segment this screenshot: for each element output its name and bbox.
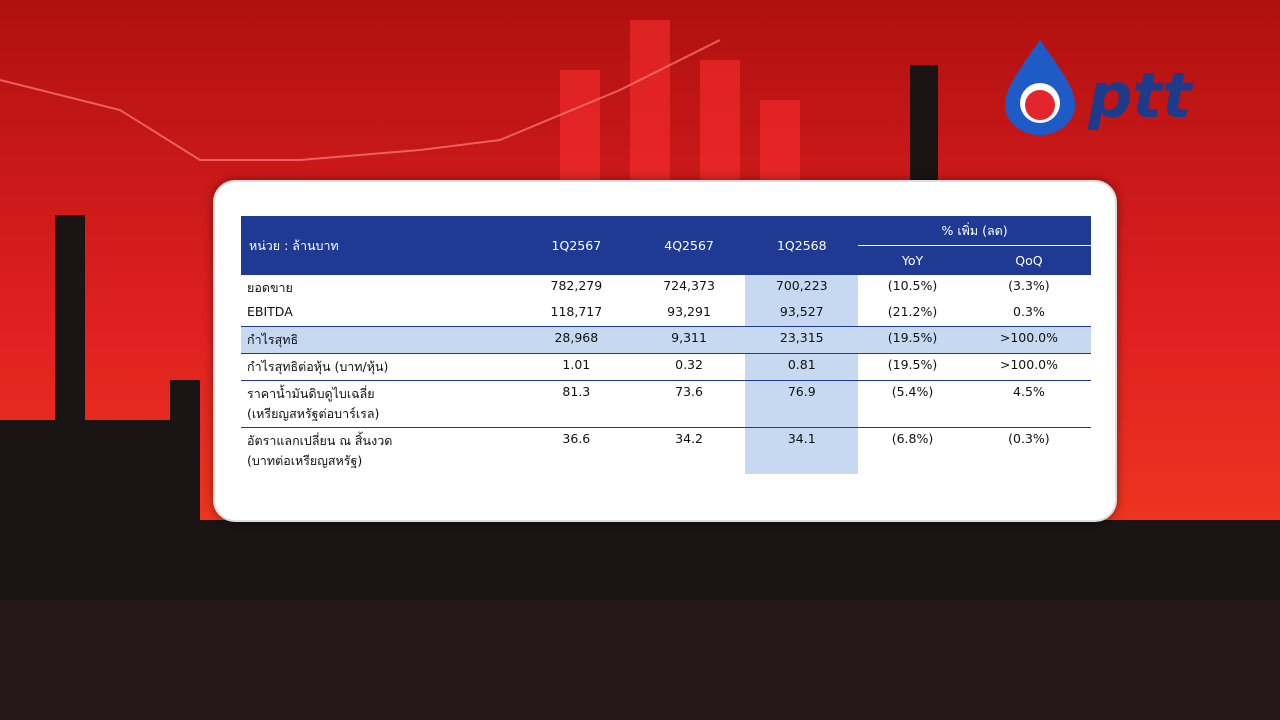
cell: 81.3: [520, 380, 633, 428]
column-header: 1Q2568: [745, 216, 859, 275]
cell: 34.2: [632, 427, 746, 474]
table-row: กำไรสุทธิต่อหุ้น (บาท/หุ้น) 1.01 0.32 0.81(…: [241, 353, 1091, 381]
cell: (21.2%): [887, 304, 938, 319]
cell: 34.1: [745, 427, 859, 474]
cell: 1.01: [520, 353, 633, 381]
cell: 0.3%: [1013, 304, 1045, 319]
cell: 700,223: [745, 275, 859, 301]
cell: (19.5%): [858, 353, 967, 381]
cell: 23,315: [745, 326, 859, 354]
table-row: ยอดขาย 782,279 724,373 700,223 (10.5%) (3.3%): [241, 275, 1091, 301]
cell: 118,717: [550, 304, 603, 319]
cell: 36.6: [520, 427, 633, 474]
cell: (6.8%): [858, 427, 967, 474]
row-label: EBITDA: [241, 301, 520, 327]
row-label: ยอดขาย: [241, 275, 520, 301]
change-column-header: QoQ: [966, 245, 1091, 275]
logo: ptt: [1005, 40, 1194, 135]
table-card: หน่วย : ล้านบาท 1Q2567 4Q2567 1Q2568% เพิ่ม…: [213, 180, 1117, 522]
row-label: กำไรสุทธิต่อหุ้น (บาท/หุ้น): [241, 353, 520, 381]
row-label-line: EBITDA: [247, 304, 293, 319]
cell: 782,279: [550, 278, 603, 293]
cell: 28,968: [520, 326, 633, 354]
results-table: หน่วย : ล้านบาท 1Q2567 4Q2567 1Q2568% เพิ่ม…: [241, 216, 1091, 474]
row-label-line: ราคาน้ำมันดิบดูไบเฉลี่ย: [247, 386, 375, 401]
cell: (0.3%): [966, 427, 1091, 474]
row-label-line: (เหรียญสหรัฐต่อบาร์เรล): [247, 406, 380, 421]
row-label-line: กำไรสุทธิต่อหุ้น (บาท/หุ้น): [247, 359, 389, 374]
header-row: หน่วย : ล้านบาท 1Q2567 4Q2567 1Q2568% เพิ่ม…: [241, 216, 1091, 275]
cell: 9,311: [632, 326, 746, 354]
cell: (19.5%): [858, 326, 967, 354]
cell: 724,373: [663, 278, 715, 293]
row-label-line: ยอดขาย: [247, 280, 293, 295]
table-row: ราคาน้ำมันดิบดูไบเฉลี่ย (เหรียญสหรัฐต่อบา…: [241, 380, 1091, 428]
header-row: YoY QoQ: [241, 245, 1091, 275]
cell: (5.4%): [858, 380, 967, 428]
logo-text: ptt: [1087, 59, 1194, 132]
table-row: EBITDA 118,717 93,291 93,527 (21.2%) 0.3%: [241, 301, 1091, 327]
cell: (3.3%): [1008, 278, 1050, 293]
cell: 93,291: [667, 304, 711, 319]
cell: 76.9: [745, 380, 859, 428]
row-label-line: กำไรสุทธิ: [247, 332, 299, 347]
cell: >100.0%: [966, 326, 1091, 354]
table-row: กำไรสุทธิ 28,968 9,311 23,315 (19.5%) >100.0%: [241, 326, 1091, 354]
cell: 0.81: [745, 353, 859, 381]
cell: (10.5%): [887, 278, 938, 293]
column-header: 4Q2567: [632, 216, 746, 275]
row-label: อัตราแลกเปลี่ยน ณ สิ้นงวด (บาทต่อเหรียญสห…: [241, 427, 520, 474]
change-header: % เพิ่ม (ลด): [858, 216, 1091, 246]
cell: 93,527: [745, 301, 859, 327]
change-column-header: YoY: [858, 245, 967, 275]
table-row: อัตราแลกเปลี่ยน ณ สิ้นงวด (บาทต่อเหรียญสห…: [241, 427, 1091, 474]
column-header: 1Q2567: [520, 216, 633, 275]
cell: 0.32: [632, 353, 746, 381]
cell: 4.5%: [966, 380, 1091, 428]
row-label: ราคาน้ำมันดิบดูไบเฉลี่ย (เหรียญสหรัฐต่อบา…: [241, 380, 520, 428]
row-label: กำไรสุทธิ: [241, 326, 520, 354]
row-label-line: อัตราแลกเปลี่ยน ณ สิ้นงวด: [247, 433, 393, 448]
cell: 73.6: [632, 380, 746, 428]
cell: >100.0%: [966, 353, 1091, 381]
unit-label: หน่วย : ล้านบาท: [241, 216, 520, 275]
row-label-line: (บาทต่อเหรียญสหรัฐ): [247, 453, 363, 468]
